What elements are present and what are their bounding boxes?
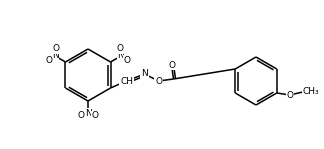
Text: N: N — [118, 52, 124, 60]
Text: O: O — [52, 44, 60, 53]
Text: O: O — [123, 56, 131, 65]
Text: O: O — [155, 76, 162, 86]
Text: N: N — [85, 108, 91, 118]
Text: O: O — [168, 60, 175, 69]
Text: N: N — [141, 69, 148, 79]
Text: CH: CH — [120, 76, 133, 86]
Text: O: O — [77, 111, 85, 121]
Text: N: N — [52, 52, 58, 60]
Text: O: O — [91, 111, 98, 121]
Text: O: O — [45, 56, 52, 65]
Text: O: O — [286, 90, 293, 100]
Text: O: O — [117, 44, 123, 53]
Text: CH₃: CH₃ — [303, 87, 319, 97]
